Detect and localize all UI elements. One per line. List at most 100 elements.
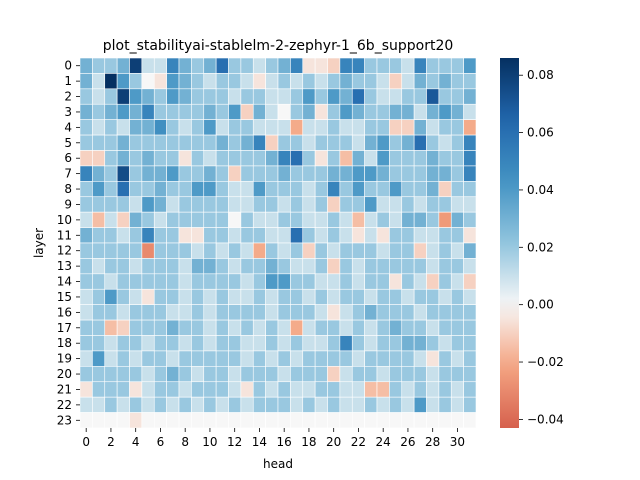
x-tick-label: 2 <box>107 435 115 449</box>
heatmap-cell <box>302 319 316 336</box>
heatmap-cell <box>240 181 254 198</box>
heatmap-cell <box>203 57 217 74</box>
heatmap-cell <box>141 366 155 383</box>
heatmap-cell <box>389 134 403 151</box>
heatmap-cell <box>153 134 167 151</box>
heatmap-cell <box>104 242 118 259</box>
heatmap-cell <box>401 304 415 321</box>
heatmap-cell <box>240 165 254 182</box>
heatmap-cell <box>129 165 143 182</box>
heatmap-cell <box>203 335 217 352</box>
heatmap-cell <box>364 412 378 429</box>
x-tick-label: 0 <box>82 435 90 449</box>
heatmap-cell <box>463 196 477 213</box>
heatmap-cell <box>215 242 229 259</box>
heatmap-cell <box>79 242 93 259</box>
heatmap-cell <box>240 119 254 136</box>
heatmap-cell <box>302 165 316 182</box>
heatmap-cell <box>290 319 304 336</box>
heatmap-cell <box>252 258 266 275</box>
heatmap-cell <box>92 242 106 259</box>
heatmap-cell <box>203 227 217 244</box>
heatmap-cell <box>166 319 180 336</box>
heatmap-cell <box>215 396 229 413</box>
heatmap-cell <box>463 273 477 290</box>
heatmap-cell <box>252 227 266 244</box>
heatmap-cell <box>215 366 229 383</box>
heatmap-cell <box>178 227 192 244</box>
heatmap-cell <box>178 412 192 429</box>
heatmap-cell <box>116 304 130 321</box>
heatmap-cell <box>401 181 415 198</box>
heatmap-cell <box>153 412 167 429</box>
heatmap-cell <box>413 273 427 290</box>
heatmap-cell <box>141 396 155 413</box>
heatmap-cell <box>290 134 304 151</box>
heatmap-cell <box>290 288 304 305</box>
heatmap-cell <box>191 227 205 244</box>
heatmap-cell <box>215 181 229 198</box>
heatmap-cell <box>302 258 316 275</box>
heatmap-cell <box>302 211 316 228</box>
heatmap-cell <box>450 335 464 352</box>
heatmap-cell <box>364 119 378 136</box>
heatmap-cell <box>153 103 167 120</box>
heatmap-cell <box>413 412 427 429</box>
heatmap-cell <box>450 181 464 198</box>
heatmap-cell <box>389 181 403 198</box>
heatmap-cell <box>401 196 415 213</box>
heatmap-cell <box>351 396 365 413</box>
heatmap-cell <box>116 319 130 336</box>
y-tick-label: 3 <box>64 105 72 119</box>
heatmap-cell <box>79 258 93 275</box>
heatmap-cell <box>116 211 130 228</box>
heatmap-cell <box>191 165 205 182</box>
heatmap-cell <box>166 412 180 429</box>
heatmap-cell <box>228 350 242 367</box>
heatmap-cell <box>228 288 242 305</box>
heatmap-cell <box>450 350 464 367</box>
heatmap-cell <box>116 242 130 259</box>
heatmap-cell <box>191 242 205 259</box>
heatmap-cell <box>79 335 93 352</box>
heatmap-cell <box>401 103 415 120</box>
heatmap-cell <box>376 350 390 367</box>
heatmap-cell <box>240 366 254 383</box>
heatmap-cell <box>426 150 440 167</box>
heatmap-cell <box>389 196 403 213</box>
heatmap-cell <box>389 165 403 182</box>
heatmap-cell <box>79 103 93 120</box>
heatmap-cell <box>104 165 118 182</box>
heatmap-cell <box>129 57 143 74</box>
heatmap-cell <box>426 88 440 105</box>
heatmap-cell <box>191 181 205 198</box>
heatmap-cell <box>116 57 130 74</box>
heatmap-cell <box>92 335 106 352</box>
heatmap-cell <box>92 350 106 367</box>
heatmap-cell <box>302 412 316 429</box>
heatmap-cell <box>153 73 167 90</box>
heatmap-cell <box>92 211 106 228</box>
heatmap-cell <box>191 119 205 136</box>
heatmap-cell <box>252 412 266 429</box>
heatmap-cell <box>364 396 378 413</box>
heatmap-cell <box>203 88 217 105</box>
heatmap-cell <box>438 304 452 321</box>
heatmap-cell <box>228 73 242 90</box>
heatmap-cell <box>79 381 93 398</box>
heatmap-cell <box>178 396 192 413</box>
heatmap-cell <box>438 381 452 398</box>
heatmap-cell <box>203 366 217 383</box>
heatmap-cell <box>116 396 130 413</box>
heatmap-cell <box>153 227 167 244</box>
heatmap-cell <box>191 150 205 167</box>
heatmap-cell <box>178 273 192 290</box>
heatmap-cell <box>413 165 427 182</box>
heatmap-cell <box>153 196 167 213</box>
heatmap-cell <box>463 73 477 90</box>
y-tick-label: 14 <box>57 275 72 289</box>
heatmap-cell <box>166 273 180 290</box>
heatmap-cell <box>314 366 328 383</box>
heatmap-cell <box>228 134 242 151</box>
